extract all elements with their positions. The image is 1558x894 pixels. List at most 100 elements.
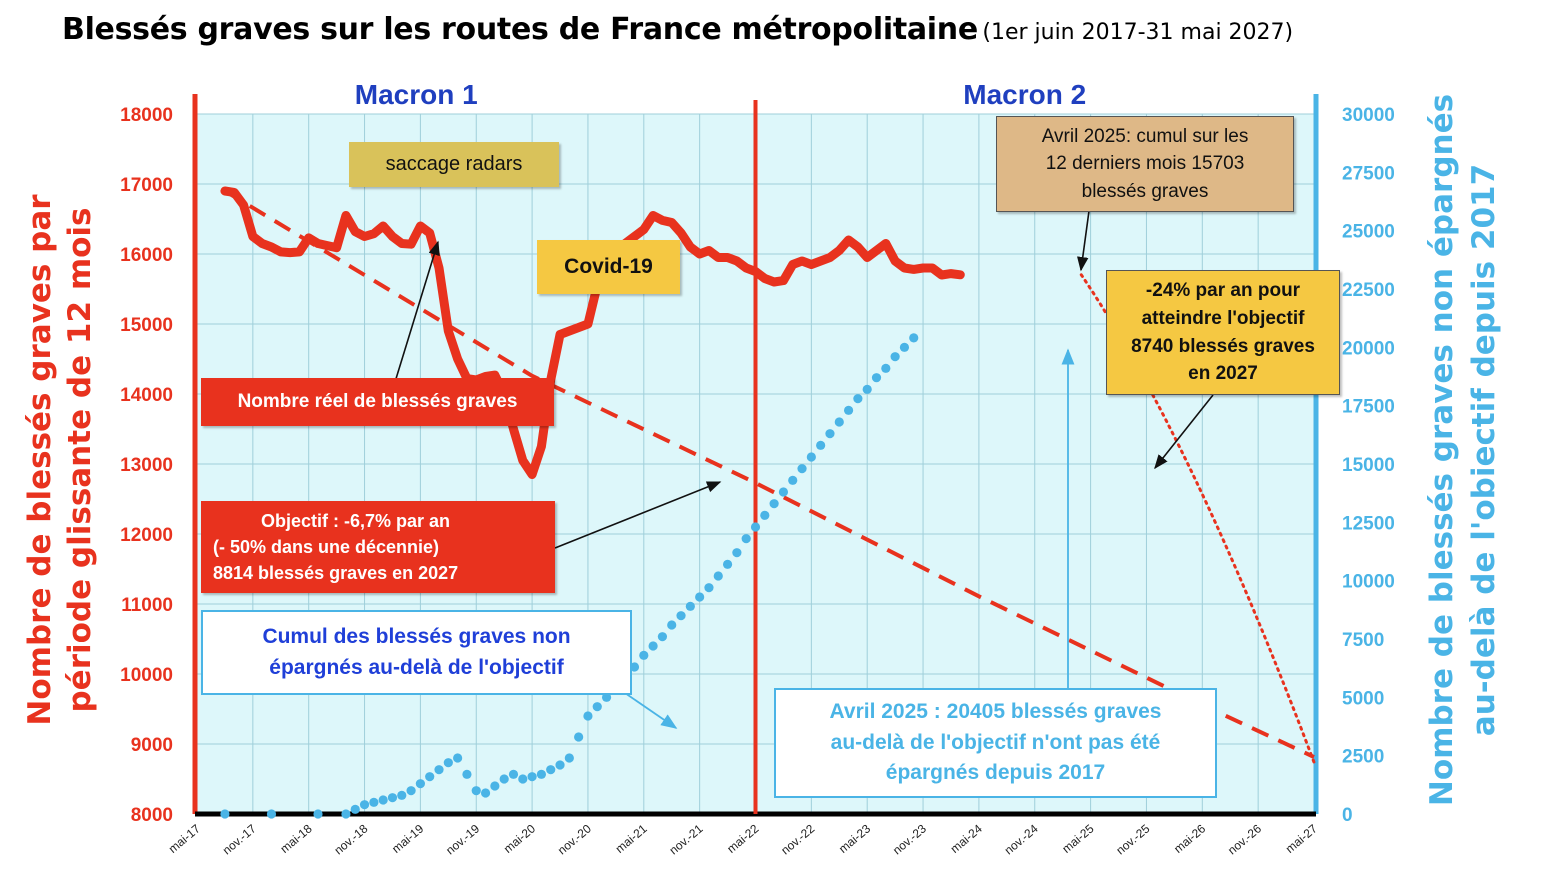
cumulative-point (741, 534, 751, 544)
annotation-objectif: Objectif : -6,7% par an (- 50% dans une d… (201, 501, 555, 593)
annotation-line: Nombre réel de blessés graves (237, 391, 518, 413)
annotation-moins24: -24% par an pour atteindre l'objectif 8740… (1106, 270, 1340, 395)
cumulative-point (536, 769, 547, 779)
cumulative-point (574, 732, 584, 742)
cumulative-point (676, 611, 686, 621)
left-tick-label: 9000 (131, 735, 173, 756)
left-tick-label: 13000 (120, 455, 173, 476)
cumulative-point (499, 774, 509, 784)
cumulative-point (825, 429, 835, 439)
cumulative-point (816, 440, 826, 450)
left-axis-title: Nombre de blessés graves par période glis… (22, 194, 98, 726)
right-tick-label: 27500 (1342, 163, 1395, 184)
cumulative-point (266, 809, 277, 819)
x-tick-label: nov.-20 (555, 821, 594, 857)
chart-title-main: Blessés graves sur les routes de France … (62, 12, 978, 47)
left-tick-label: 17000 (120, 175, 173, 196)
annotation-line: (- 50% dans une décennie) (213, 536, 440, 557)
x-tick-label: nov.-25 (1113, 821, 1152, 857)
cumulative-point (453, 753, 463, 763)
right-tick-label: 20000 (1342, 338, 1395, 359)
cumulative-point (359, 800, 370, 810)
cumulative-point (592, 702, 602, 712)
right-tick-label: 0 (1342, 805, 1353, 826)
cumulative-point (704, 583, 714, 593)
cumulative-point (890, 352, 900, 362)
cumulative-point (527, 772, 537, 782)
x-tick-label: nov.-21 (667, 821, 706, 857)
x-tick-label: nov.-17 (220, 821, 259, 857)
cumulative-point (406, 786, 416, 796)
cumulative-point (378, 795, 388, 805)
annotation-line: saccage radars (385, 153, 523, 175)
cumulative-point (490, 781, 500, 791)
cumulative-point (760, 510, 770, 520)
right-tick-label: 15000 (1342, 455, 1395, 476)
cumulative-point (546, 765, 556, 775)
x-tick-label: mai-19 (389, 821, 426, 856)
annotation-line: Avril 2025 : 20405 blessés graves (829, 700, 1162, 724)
annotation-saccage: saccage radars (349, 142, 559, 187)
cumulative-point (909, 333, 919, 343)
x-tick-label: mai-20 (501, 821, 538, 856)
right-tick-label: 25000 (1342, 222, 1395, 243)
x-tick-label: mai-17 (166, 821, 203, 856)
annotation-line: 8814 blessés graves en 2027 (213, 563, 459, 584)
right-tick-label: 30000 (1342, 105, 1395, 126)
cumulative-point (583, 711, 593, 721)
annotation-line: Avril 2025: cumul sur les (1041, 125, 1249, 147)
left-tick-label: 10000 (120, 665, 173, 686)
cumulative-point (369, 797, 379, 807)
x-tick-label: mai-26 (1171, 821, 1208, 856)
right-axis-title: Nombre de blessés graves non épargnés au-… (1424, 94, 1502, 806)
cumulative-point (788, 475, 798, 485)
cumulative-point (601, 692, 612, 702)
cumulative-point (713, 571, 723, 581)
cumulative-point (797, 464, 807, 474)
x-tick-label: nov.-22 (778, 821, 817, 857)
cumulative-point (899, 342, 910, 352)
left-tick-label: 8000 (131, 805, 173, 826)
x-tick-label: mai-18 (278, 821, 315, 856)
cumulative-point (667, 620, 677, 630)
left-tick-label: 11000 (121, 595, 173, 616)
cumulative-point (648, 641, 658, 651)
cumulative-point (350, 804, 360, 814)
annotation-avril-cumul: Avril 2025: cumul sur les 12 derniers moi… (996, 116, 1294, 212)
right-tick-label: 17500 (1342, 397, 1395, 418)
right-tick-label: 5000 (1342, 688, 1384, 709)
x-tick-label: nov.-24 (1002, 821, 1041, 857)
annotation-avril-20405: Avril 2025 : 20405 blessés graves au-delà… (774, 688, 1217, 798)
cumulative-point (862, 384, 872, 394)
cumulative-point (629, 662, 640, 672)
cumulative-point (462, 769, 472, 779)
cumulative-point (806, 452, 816, 462)
cumulative-point (313, 809, 323, 819)
annotation-line: épargnés depuis 2017 (885, 761, 1106, 785)
cumulative-point (480, 788, 491, 798)
left-tick-label: 12000 (120, 525, 173, 546)
annotation-line: 12 derniers mois 15703 (1045, 153, 1245, 175)
annotation-cumul: Cumul des blessés graves non épargnés au-… (201, 610, 632, 695)
left-tick-label: 15000 (120, 315, 173, 336)
right-tick-label: 10000 (1342, 572, 1395, 593)
chart-title-sub: (1er juin 2017-31 mai 2027) (982, 20, 1294, 45)
cumulative-point (397, 790, 407, 800)
right-tick-label: 2500 (1342, 747, 1384, 768)
annotation-arrow (394, 240, 440, 383)
annotation-line: -24% par an pour (1145, 280, 1301, 302)
cumulative-point (722, 559, 733, 569)
cumulative-point (732, 548, 742, 558)
annotation-line: blessés graves (1081, 180, 1209, 202)
annotation-line: épargnés au-delà de l'objectif (269, 655, 564, 679)
cumulative-point (657, 632, 668, 642)
cumulative-point (750, 522, 761, 532)
cumulative-point (685, 601, 695, 611)
cumulative-point (415, 779, 425, 789)
left-tick-label: 18000 (120, 105, 173, 126)
annotation-line: Covid-19 (564, 254, 653, 278)
cumulative-point (387, 793, 398, 803)
annotation-arrow (624, 692, 678, 729)
real-series-line (220, 186, 965, 479)
annotation-line: atteindre l'objectif (1141, 307, 1305, 329)
